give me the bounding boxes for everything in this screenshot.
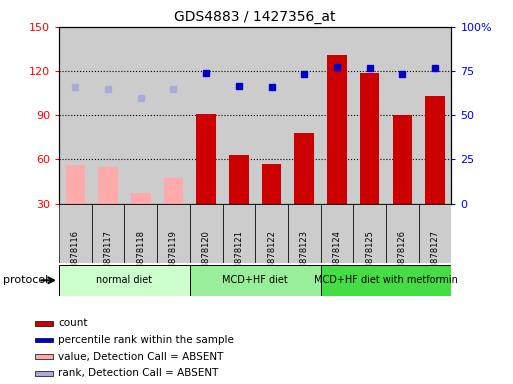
Bar — [229, 155, 249, 204]
Text: GSM878116: GSM878116 — [71, 230, 80, 281]
Text: protocol: protocol — [3, 275, 48, 285]
Text: rank, Detection Call = ABSENT: rank, Detection Call = ABSENT — [58, 368, 219, 378]
Bar — [35, 371, 53, 376]
Text: GSM878121: GSM878121 — [234, 230, 243, 281]
Bar — [59, 265, 190, 296]
Text: GSM878122: GSM878122 — [267, 230, 276, 281]
Text: GSM878126: GSM878126 — [398, 230, 407, 281]
Text: MCD+HF diet: MCD+HF diet — [222, 275, 288, 285]
Bar — [327, 55, 347, 204]
Bar — [321, 265, 451, 296]
Bar — [262, 164, 281, 204]
Bar — [360, 73, 380, 204]
Text: GSM878124: GSM878124 — [332, 230, 342, 281]
Text: GSM878120: GSM878120 — [202, 230, 211, 281]
Text: normal diet: normal diet — [96, 275, 152, 285]
Bar — [190, 265, 321, 296]
Title: GDS4883 / 1427356_at: GDS4883 / 1427356_at — [174, 10, 336, 25]
Bar — [386, 204, 419, 263]
Text: GSM878125: GSM878125 — [365, 230, 374, 281]
Text: GSM878117: GSM878117 — [104, 230, 112, 281]
Bar — [131, 193, 150, 204]
Text: GSM878118: GSM878118 — [136, 230, 145, 281]
Bar — [35, 321, 53, 326]
Bar — [164, 179, 183, 204]
Bar — [255, 204, 288, 263]
Bar — [66, 165, 85, 204]
Text: count: count — [58, 318, 88, 328]
Text: GSM878119: GSM878119 — [169, 230, 178, 281]
Text: MCD+HF diet with metformin: MCD+HF diet with metformin — [314, 275, 458, 285]
Text: percentile rank within the sample: percentile rank within the sample — [58, 335, 234, 345]
Bar — [321, 204, 353, 263]
Bar — [223, 204, 255, 263]
Bar — [353, 204, 386, 263]
Bar — [92, 204, 125, 263]
Bar — [392, 115, 412, 204]
Bar — [124, 204, 157, 263]
Bar — [288, 204, 321, 263]
Bar — [419, 204, 451, 263]
Bar — [196, 114, 216, 204]
Bar — [59, 204, 92, 263]
Text: value, Detection Call = ABSENT: value, Detection Call = ABSENT — [58, 352, 224, 362]
Bar — [98, 167, 118, 204]
Bar — [425, 96, 445, 204]
Text: GSM878123: GSM878123 — [300, 230, 309, 281]
Bar — [190, 204, 223, 263]
Bar — [35, 354, 53, 359]
Bar — [294, 133, 314, 204]
Text: GSM878127: GSM878127 — [430, 230, 440, 281]
Bar — [157, 204, 190, 263]
Bar — [35, 338, 53, 343]
